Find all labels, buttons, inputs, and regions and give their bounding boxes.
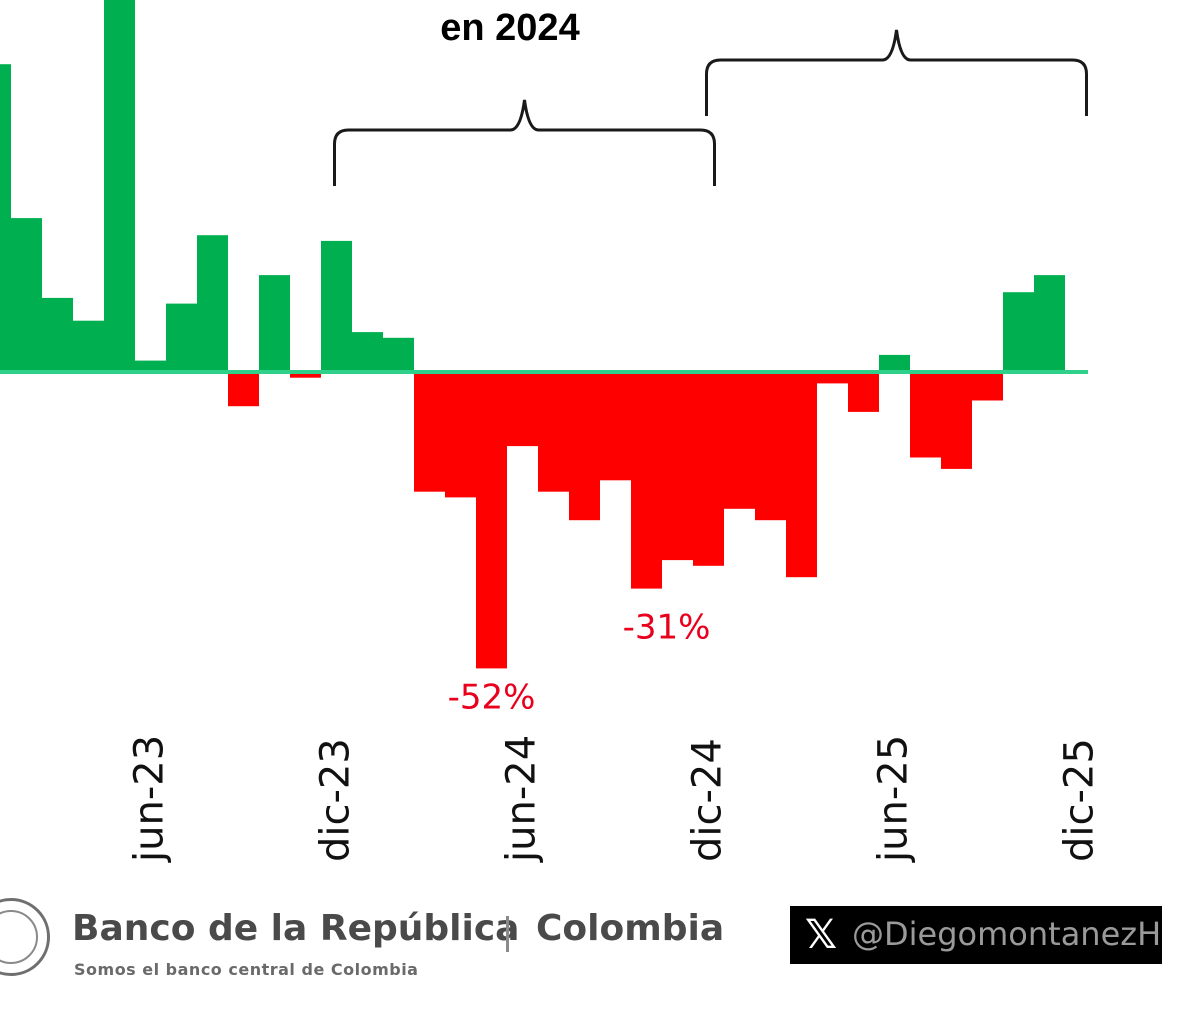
bar-jul-24 xyxy=(538,372,569,492)
x-tick-label: jun-25 xyxy=(871,735,917,863)
bar-abr-23 xyxy=(73,320,104,372)
bar-may-23 xyxy=(104,0,135,373)
x-tick-label: dic-23 xyxy=(313,738,359,862)
bar-sep-23 xyxy=(228,372,259,407)
bar-abr-24 xyxy=(445,372,476,498)
chart-plot: en 2024 -52% -31% jun-23 dic-23 jun-24 dic-2… xyxy=(0,0,1103,863)
bar-abr-25 xyxy=(817,372,848,384)
data-labels: -52% -31% xyxy=(448,608,711,718)
bar-dic-24 xyxy=(693,372,724,566)
footer: Banco de la República Colombia Somos el … xyxy=(0,880,1200,1018)
social-handle-badge[interactable]: 𝕏 @DiegomontanezH xyxy=(790,906,1162,964)
bar-series xyxy=(0,0,1065,669)
data-label: -31% xyxy=(623,608,711,648)
bank-country: Colombia xyxy=(536,908,725,949)
bar-oct-24 xyxy=(631,372,662,589)
bar-jun-25 xyxy=(879,354,910,372)
period-bracket xyxy=(705,29,1088,116)
x-tick-label: jun-24 xyxy=(499,735,545,863)
bar-sep-24 xyxy=(600,372,631,481)
bar-feb-23 xyxy=(11,218,42,372)
bar-may-25 xyxy=(848,372,879,412)
bar-feb-25 xyxy=(755,372,786,521)
bank-seal-icon xyxy=(0,898,50,976)
bar-ene-24 xyxy=(352,332,383,372)
bar-nov-25 xyxy=(1034,275,1065,372)
bar-dic-23 xyxy=(321,240,352,372)
bar-oct-23 xyxy=(259,275,290,372)
bar-jul-23 xyxy=(166,303,197,372)
bar-ago-25 xyxy=(941,372,972,469)
bank-divider xyxy=(506,916,509,952)
bar-mar-24 xyxy=(414,372,445,492)
bar-mar-25 xyxy=(786,372,817,578)
bar-jul-25 xyxy=(910,372,941,458)
data-label: -52% xyxy=(448,677,536,717)
bar-ago-24 xyxy=(569,372,600,521)
x-tick-label: jun-23 xyxy=(127,735,173,863)
x-tick-label: dic-24 xyxy=(685,738,731,862)
bar-nov-24 xyxy=(662,372,693,561)
x-tick-label: dic-25 xyxy=(1057,738,1103,862)
bar-jun-24 xyxy=(507,372,538,447)
bar-ene-23 xyxy=(0,64,11,372)
social-handle: @DiegomontanezH xyxy=(852,915,1162,953)
bank-name: Banco de la República xyxy=(72,908,520,949)
bar-mar-23 xyxy=(42,297,73,372)
bar-may-24 xyxy=(476,372,507,669)
x-axis-ticks: jun-23 dic-23 jun-24 dic-24 jun-25 dic-25 xyxy=(127,735,1103,863)
bar-feb-24 xyxy=(383,337,414,372)
bar-ene-25 xyxy=(724,372,755,509)
period-bracket xyxy=(333,99,716,186)
period-brackets xyxy=(333,29,1088,186)
bar-ago-23 xyxy=(197,235,228,372)
x-logo-icon: 𝕏 xyxy=(804,912,838,958)
bank-tagline: Somos el banco central de Colombia xyxy=(74,960,419,979)
bar-oct-25 xyxy=(1003,292,1034,372)
headline-annotation: en 2024 xyxy=(440,7,579,49)
bar-sep-25 xyxy=(972,372,1003,401)
bar-jun-23 xyxy=(135,360,166,372)
bar-nov-23 xyxy=(290,372,321,378)
